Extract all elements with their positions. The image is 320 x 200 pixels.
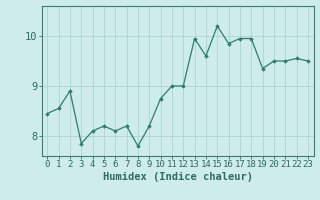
X-axis label: Humidex (Indice chaleur): Humidex (Indice chaleur) [103, 172, 252, 182]
